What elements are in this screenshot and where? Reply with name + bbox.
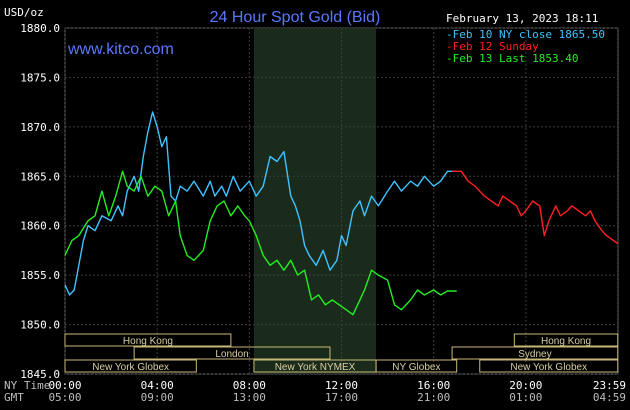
- session-label: New York Globex: [92, 362, 169, 373]
- ny-time-label: NY Time: [4, 379, 50, 392]
- y-tick-label: 1855.0: [20, 269, 60, 282]
- price-series: [64, 111, 619, 316]
- ny-time-tick: 16:00: [417, 379, 450, 392]
- session-label: Hong Kong: [123, 336, 173, 347]
- ny-time-tick: 23:59: [593, 379, 626, 392]
- session-bar: [479, 359, 619, 373]
- timestamp: February 13, 2023 18:11: [446, 12, 598, 25]
- session-bar: [64, 333, 232, 347]
- gmt-tick: 21:00: [417, 391, 450, 404]
- ny-time-tick: 20:00: [509, 379, 542, 392]
- series-line: [64, 170, 457, 316]
- y-axis-ticks: 1845.0 1850.0 1855.0 1860.0 1865.0 1870.0 1875…: [20, 22, 60, 381]
- y-tick-label: 1880.0: [20, 22, 60, 35]
- session-bar: [375, 359, 458, 373]
- legend-entry: -Feb 13 Last 1853.40: [446, 52, 578, 65]
- y-tick-label: 1860.0: [20, 220, 60, 233]
- session-label: New York NYMEX: [275, 362, 356, 373]
- legend: -Feb 10 NY close 1865.50-Feb 12 Sunday-F…: [446, 28, 605, 65]
- gmt-tick: 04:59: [593, 391, 626, 404]
- y-tick-label: 1875.0: [20, 71, 60, 84]
- gmt-tick: 05:00: [48, 391, 81, 404]
- legend-entry: -Feb 12 Sunday: [446, 40, 539, 53]
- y-tick-label: 1845.0: [20, 368, 60, 381]
- series-line: [452, 170, 619, 245]
- gmt-label: GMT: [4, 391, 24, 404]
- gmt-tick: 09:00: [141, 391, 174, 404]
- session-bar: [451, 346, 619, 360]
- session-bar: [133, 346, 331, 360]
- session-label: New York Globex: [510, 362, 587, 373]
- session-bar: [513, 333, 619, 347]
- brand-link[interactable]: www.kitco.com: [67, 41, 174, 58]
- ny-time-tick: 04:00: [141, 379, 174, 392]
- y-tick-label: 1850.0: [20, 319, 60, 332]
- gmt-tick: 13:00: [233, 391, 266, 404]
- chart-title: 24 Hour Spot Gold (Bid): [210, 9, 381, 26]
- session-label: London: [215, 349, 248, 360]
- y-tick-label: 1870.0: [20, 121, 60, 134]
- ny-time-tick: 00:00: [48, 379, 81, 392]
- y-tick-label: 1865.0: [20, 170, 60, 183]
- session-bar: [64, 359, 197, 373]
- legend-entry: -Feb 10 NY close 1865.50: [446, 28, 605, 41]
- session-label: Hong Kong: [541, 336, 591, 347]
- session-label: NY Globex: [392, 362, 440, 373]
- gmt-tick: 01:00: [509, 391, 542, 404]
- session-label: Sydney: [518, 349, 551, 360]
- gmt-tick: 17:00: [325, 391, 358, 404]
- ny-time-tick: 08:00: [233, 379, 266, 392]
- y-axis-unit: USD/oz: [4, 6, 44, 19]
- nymex-session-shade: [253, 28, 377, 374]
- series-line: [64, 111, 457, 296]
- ny-time-tick: 12:00: [325, 379, 358, 392]
- trading-sessions: Hong Kong Hong Kong London Sydney New York G…: [64, 333, 619, 373]
